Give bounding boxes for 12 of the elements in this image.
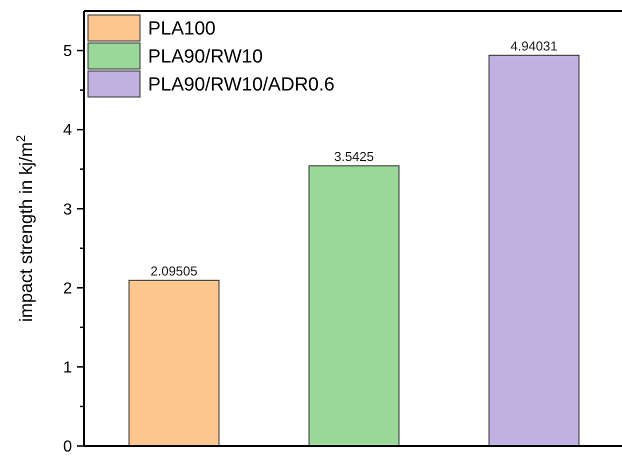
y-tick-label: 3 [63,201,72,218]
y-tick-label: 2 [63,280,72,298]
data-label: 4.94031 [510,38,558,54]
y-tick-label: 5 [63,43,72,60]
legend-label: PLA90/RW10 [148,46,263,68]
data-label: 2.09505 [150,263,198,278]
y-tick-label: 4 [63,122,72,140]
legend-label: PLA90/RW10/ADR0.6 [148,74,335,96]
data-label: 3.5425 [334,148,374,164]
y-tick-label: 0 [63,438,72,456]
legend-label: PLA100 [148,18,216,40]
y-tick-label: 1 [63,360,72,377]
